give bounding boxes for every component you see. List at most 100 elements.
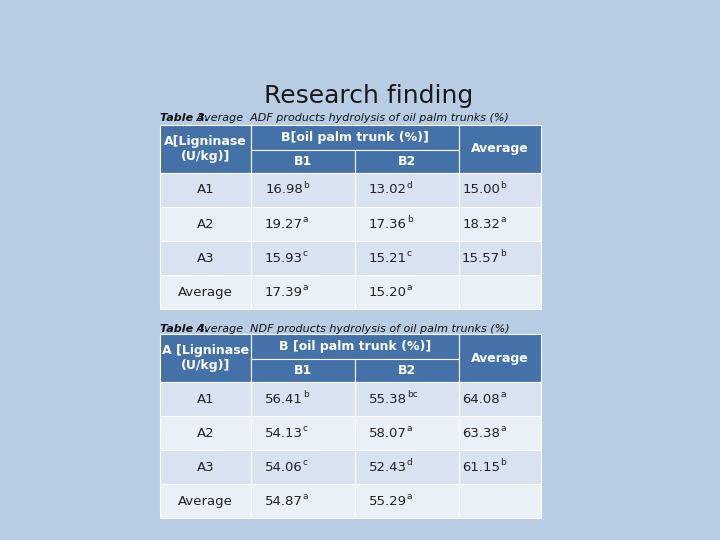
Text: d: d [407, 180, 413, 190]
FancyBboxPatch shape [251, 241, 355, 275]
Text: b: b [303, 180, 309, 190]
Text: 58.07: 58.07 [369, 427, 407, 440]
FancyBboxPatch shape [459, 382, 541, 416]
Text: a: a [500, 390, 505, 399]
Text: Average  ADF products hydrolysis of oil palm trunks (%): Average ADF products hydrolysis of oil p… [193, 113, 509, 123]
Text: 15.93: 15.93 [265, 252, 303, 265]
Text: A [Ligninase
(U/kg)]: A [Ligninase (U/kg)] [162, 344, 249, 372]
FancyBboxPatch shape [355, 241, 459, 275]
Text: 64.08: 64.08 [462, 393, 500, 406]
Text: B[oil palm trunk (%)]: B[oil palm trunk (%)] [281, 131, 429, 144]
FancyBboxPatch shape [355, 382, 459, 416]
Text: bc: bc [407, 390, 418, 399]
FancyBboxPatch shape [251, 334, 459, 359]
FancyBboxPatch shape [160, 484, 251, 518]
Text: Table 4.: Table 4. [160, 324, 209, 334]
FancyBboxPatch shape [459, 241, 541, 275]
FancyBboxPatch shape [251, 382, 355, 416]
Text: d: d [407, 458, 413, 467]
Text: B1: B1 [294, 364, 312, 377]
Text: A1: A1 [197, 393, 214, 406]
FancyBboxPatch shape [459, 416, 541, 450]
Text: Table 3.: Table 3. [160, 113, 209, 123]
Text: Average  NDF products hydrolysis of oil palm trunks (%): Average NDF products hydrolysis of oil p… [193, 324, 510, 334]
Text: 16.98: 16.98 [265, 184, 303, 197]
FancyBboxPatch shape [160, 382, 251, 416]
FancyBboxPatch shape [355, 359, 459, 382]
FancyBboxPatch shape [355, 416, 459, 450]
Text: b: b [407, 215, 413, 224]
Text: 15.57: 15.57 [462, 252, 500, 265]
Text: 61.15: 61.15 [462, 461, 500, 474]
Text: 56.41: 56.41 [265, 393, 303, 406]
FancyBboxPatch shape [459, 275, 541, 309]
FancyBboxPatch shape [160, 334, 251, 382]
FancyBboxPatch shape [459, 207, 541, 241]
FancyBboxPatch shape [251, 207, 355, 241]
FancyBboxPatch shape [459, 125, 541, 173]
FancyBboxPatch shape [251, 173, 355, 207]
Text: A3: A3 [197, 252, 214, 265]
Text: A2: A2 [197, 218, 214, 231]
Text: 15.00: 15.00 [462, 184, 500, 197]
FancyBboxPatch shape [251, 275, 355, 309]
Text: 15.21: 15.21 [369, 252, 407, 265]
FancyBboxPatch shape [459, 334, 541, 382]
Text: c: c [303, 458, 308, 467]
FancyBboxPatch shape [459, 173, 541, 207]
FancyBboxPatch shape [160, 275, 251, 309]
Text: b: b [303, 390, 309, 399]
FancyBboxPatch shape [160, 450, 251, 484]
FancyBboxPatch shape [160, 241, 251, 275]
Text: B1: B1 [294, 155, 312, 168]
FancyBboxPatch shape [160, 125, 251, 173]
Text: a: a [500, 215, 505, 224]
Text: a: a [407, 424, 413, 433]
Text: B [oil palm trunk (%)]: B [oil palm trunk (%)] [279, 340, 431, 353]
FancyBboxPatch shape [355, 150, 459, 173]
Text: c: c [407, 249, 412, 258]
Text: 52.43: 52.43 [369, 461, 407, 474]
Text: b: b [500, 249, 506, 258]
FancyBboxPatch shape [355, 207, 459, 241]
Text: A3: A3 [197, 461, 214, 474]
Text: 54.06: 54.06 [265, 461, 303, 474]
Text: c: c [303, 424, 308, 433]
Text: 55.29: 55.29 [369, 495, 407, 508]
FancyBboxPatch shape [355, 484, 459, 518]
Text: a: a [407, 283, 413, 292]
FancyBboxPatch shape [355, 275, 459, 309]
Text: a: a [303, 215, 308, 224]
Text: A2: A2 [197, 427, 214, 440]
FancyBboxPatch shape [160, 173, 251, 207]
FancyBboxPatch shape [251, 450, 355, 484]
Text: Average: Average [471, 143, 529, 156]
Text: b: b [500, 458, 506, 467]
Text: b: b [500, 180, 506, 190]
Text: c: c [303, 249, 308, 258]
Text: a: a [407, 492, 413, 501]
Text: 54.87: 54.87 [265, 495, 303, 508]
Text: A[Ligninase
(U/kg)]: A[Ligninase (U/kg)] [164, 135, 247, 163]
Text: 15.20: 15.20 [369, 286, 407, 299]
FancyBboxPatch shape [251, 125, 459, 150]
Text: 13.02: 13.02 [369, 184, 407, 197]
Text: 17.36: 17.36 [369, 218, 407, 231]
Text: B2: B2 [397, 364, 416, 377]
FancyBboxPatch shape [160, 416, 251, 450]
FancyBboxPatch shape [459, 450, 541, 484]
FancyBboxPatch shape [251, 150, 355, 173]
FancyBboxPatch shape [355, 173, 459, 207]
Text: B2: B2 [397, 155, 416, 168]
FancyBboxPatch shape [251, 416, 355, 450]
Text: Research finding: Research finding [264, 84, 474, 107]
FancyBboxPatch shape [160, 207, 251, 241]
Text: 19.27: 19.27 [265, 218, 303, 231]
Text: a: a [303, 492, 308, 501]
Text: 17.39: 17.39 [265, 286, 303, 299]
Text: 18.32: 18.32 [462, 218, 500, 231]
FancyBboxPatch shape [251, 359, 355, 382]
Text: 54.13: 54.13 [265, 427, 303, 440]
Text: Average: Average [178, 495, 233, 508]
Text: A1: A1 [197, 184, 214, 197]
